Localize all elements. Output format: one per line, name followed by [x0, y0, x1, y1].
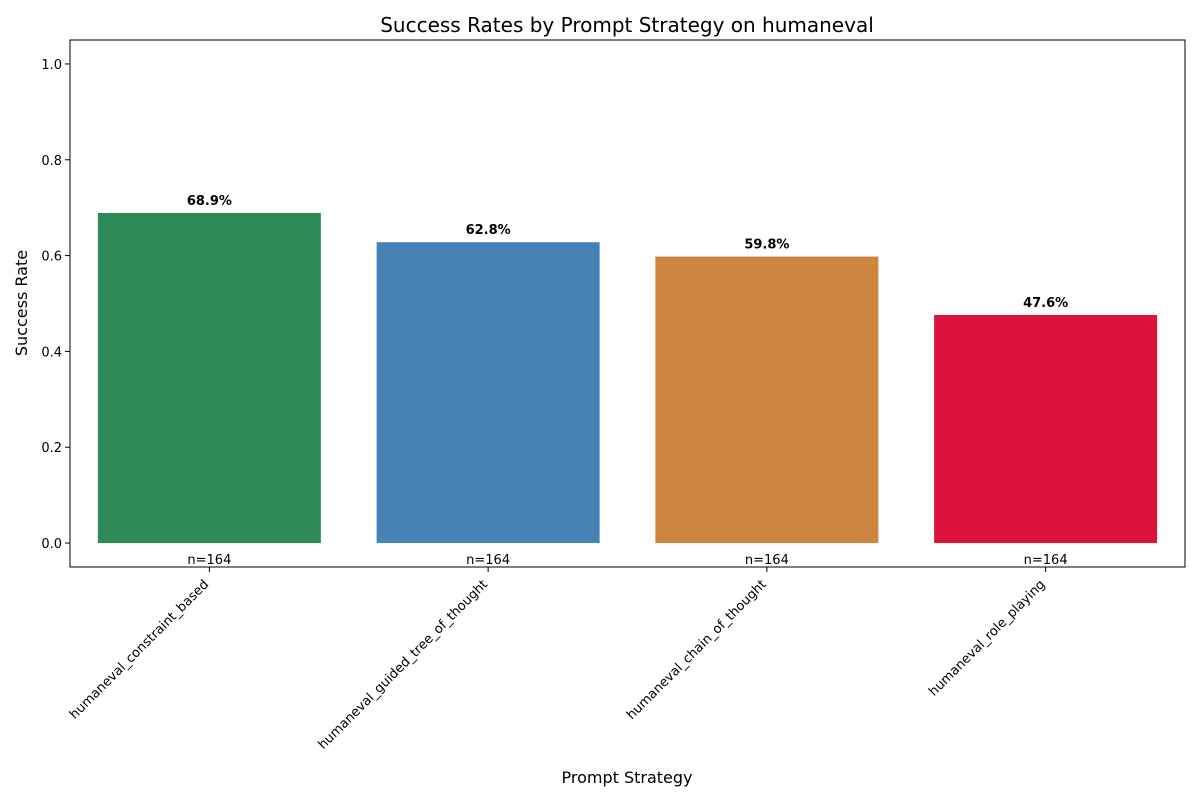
x-tick-label: humaneval_guided_tree_of_thought — [316, 577, 491, 752]
x-axis-label: Prompt Strategy — [561, 768, 692, 787]
plot-frame — [69, 39, 1186, 568]
x-tick-label: humaneval_chain_of_thought — [624, 577, 770, 723]
bar-value-label: 62.8% — [466, 223, 511, 238]
bar-count-label: n=164 — [745, 553, 789, 568]
y-axis-label: Success Rate — [12, 250, 31, 356]
x-tick-label: humaneval_constraint_based — [67, 577, 212, 722]
y-tick-label: 0.6 — [41, 250, 62, 265]
x-tick-label: humaneval_role_playing — [926, 577, 1048, 699]
bar — [655, 256, 879, 544]
bar — [934, 314, 1158, 544]
y-tick-label: 1.0 — [41, 58, 62, 73]
plot-area: 0.0 0.2 0.4 0.6 0.8 1.0 68.9% n=164 humaneval_co… — [41, 39, 1186, 753]
y-tick-label: 0.0 — [41, 537, 62, 552]
bar-value-label: 47.6% — [1023, 296, 1068, 311]
bar — [376, 242, 600, 544]
chart-title: Success Rates by Prompt Strategy on huma… — [380, 13, 874, 37]
bar-count-label: n=164 — [466, 553, 510, 568]
bar-count-label: n=164 — [1024, 553, 1068, 568]
y-tick-label: 0.4 — [41, 345, 62, 360]
y-tick-label: 0.8 — [41, 154, 62, 169]
bar-value-label: 68.9% — [187, 194, 232, 209]
bar-count-label: n=164 — [187, 553, 231, 568]
bar — [97, 212, 321, 544]
y-tick-label: 0.2 — [41, 441, 62, 456]
bar-value-label: 59.8% — [744, 238, 789, 253]
